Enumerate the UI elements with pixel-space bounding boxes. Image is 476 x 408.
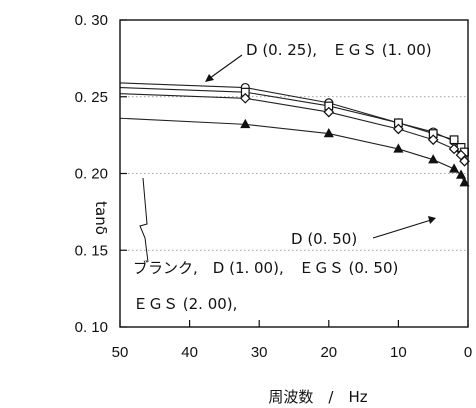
- y-tick-label: 0. 10: [75, 319, 108, 336]
- data-point-series-4: [323, 128, 334, 138]
- grid-lines: [120, 96, 468, 251]
- data-point-series-4: [428, 154, 439, 164]
- x-axis-label: 周波数 / Hz: [268, 388, 367, 406]
- annotation-arrow-d050: [372, 219, 432, 239]
- data-point-series-4: [455, 169, 467, 179]
- series-line-1: [119, 82, 465, 154]
- data-point-series-4: [393, 143, 404, 153]
- series-line-2: [119, 86, 465, 153]
- annotation-leader-blank: [139, 177, 149, 263]
- series-line-4: [119, 117, 466, 183]
- annotation-arrowhead-d025: [205, 74, 214, 82]
- annotation-egs200: ＥＧＳ (2. 00),: [133, 295, 237, 313]
- y-tick-label: 0. 25: [75, 89, 108, 106]
- data-point-series-3: [393, 123, 404, 135]
- y-tick-label: 0. 15: [75, 242, 108, 259]
- annotation-arrowhead-d050: [428, 216, 436, 224]
- x-tick-label: 10: [390, 344, 407, 361]
- data-point-series-4: [449, 163, 460, 173]
- data-point-series-4: [459, 177, 470, 187]
- annotation-d050: D (0. 50): [291, 230, 357, 248]
- x-tick-label: 40: [181, 344, 198, 361]
- data-point-series-4: [240, 118, 251, 129]
- y-tick-label: 0. 20: [75, 166, 108, 183]
- annotation-blank-d100-egs050: ブランク, D (1. 00), ＥＧＳ (0. 50): [133, 259, 398, 277]
- data-point-series-3: [427, 134, 439, 146]
- y-tick-label: 0. 30: [75, 12, 108, 29]
- x-tick-labels: 50 40 30 20 10 0: [112, 320, 472, 361]
- annotations: D (0. 25), ＥＧＳ (1. 00) D (0. 50) ブランク, D…: [133, 41, 436, 313]
- x-tick-label: 0: [464, 344, 472, 361]
- data-point-series-3: [323, 106, 335, 118]
- data-point-series-2: [449, 135, 459, 145]
- y-axis-label: tanδ: [92, 201, 110, 235]
- data-point-series-3: [239, 92, 251, 104]
- x-tick-label: 50: [112, 344, 129, 361]
- data-point-series-3: [448, 143, 460, 155]
- annotation-arrow-d025: [209, 54, 243, 79]
- annotation-d025-egs100: D (0. 25), ＥＧＳ (1. 00): [246, 41, 432, 59]
- x-tick-label: 20: [320, 344, 337, 361]
- y-tick-labels: 0. 10 0. 15 0. 20 0. 25 0. 30: [75, 12, 127, 336]
- x-tick-label: 30: [251, 344, 268, 361]
- series-group: [119, 82, 470, 187]
